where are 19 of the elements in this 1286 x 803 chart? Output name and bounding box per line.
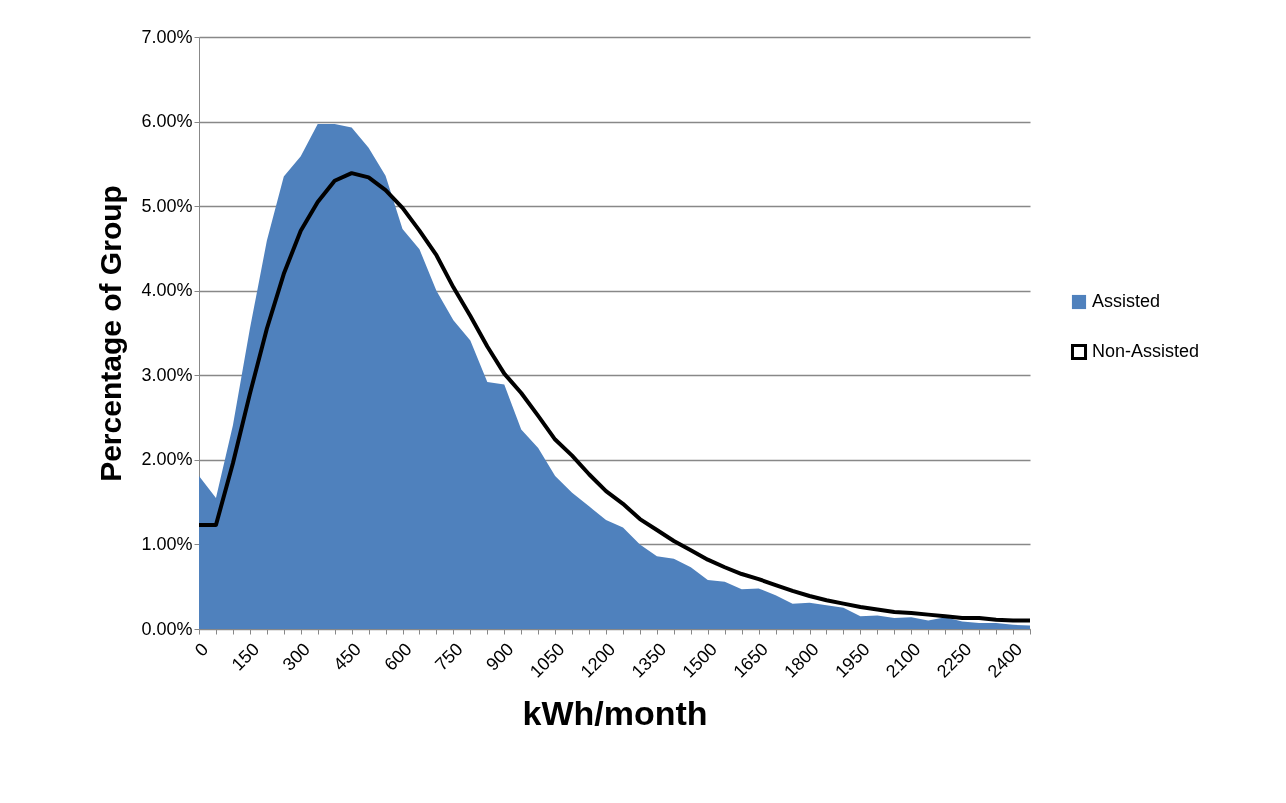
x-tick-label: 750 <box>431 639 467 675</box>
x-tick-label: 300 <box>278 639 314 675</box>
y-tick-label: 6.00% <box>141 111 193 132</box>
y-tick-label: 4.00% <box>141 280 193 301</box>
y-tick-label: 2.00% <box>141 449 193 470</box>
x-tick-label: 150 <box>227 639 264 675</box>
y-axis-title: Percentage of Group <box>94 185 128 482</box>
y-tick-label: 1.00% <box>141 533 193 554</box>
x-tick-label: 0 <box>191 639 213 661</box>
legend-label: Non-Assisted <box>1092 341 1200 361</box>
y-tick-label: 3.00% <box>141 364 193 385</box>
y-tick-label: 7.00% <box>141 26 193 47</box>
x-tick-label: 600 <box>380 639 416 675</box>
x-tick-label: 450 <box>329 639 365 675</box>
x-tick-label: 900 <box>482 639 518 675</box>
y-tick-label: 0.00% <box>141 618 193 639</box>
x-axis-title: kWh/month <box>522 693 708 732</box>
y-tick-label: 5.00% <box>141 195 193 216</box>
legend-label: Assisted <box>1092 291 1161 311</box>
